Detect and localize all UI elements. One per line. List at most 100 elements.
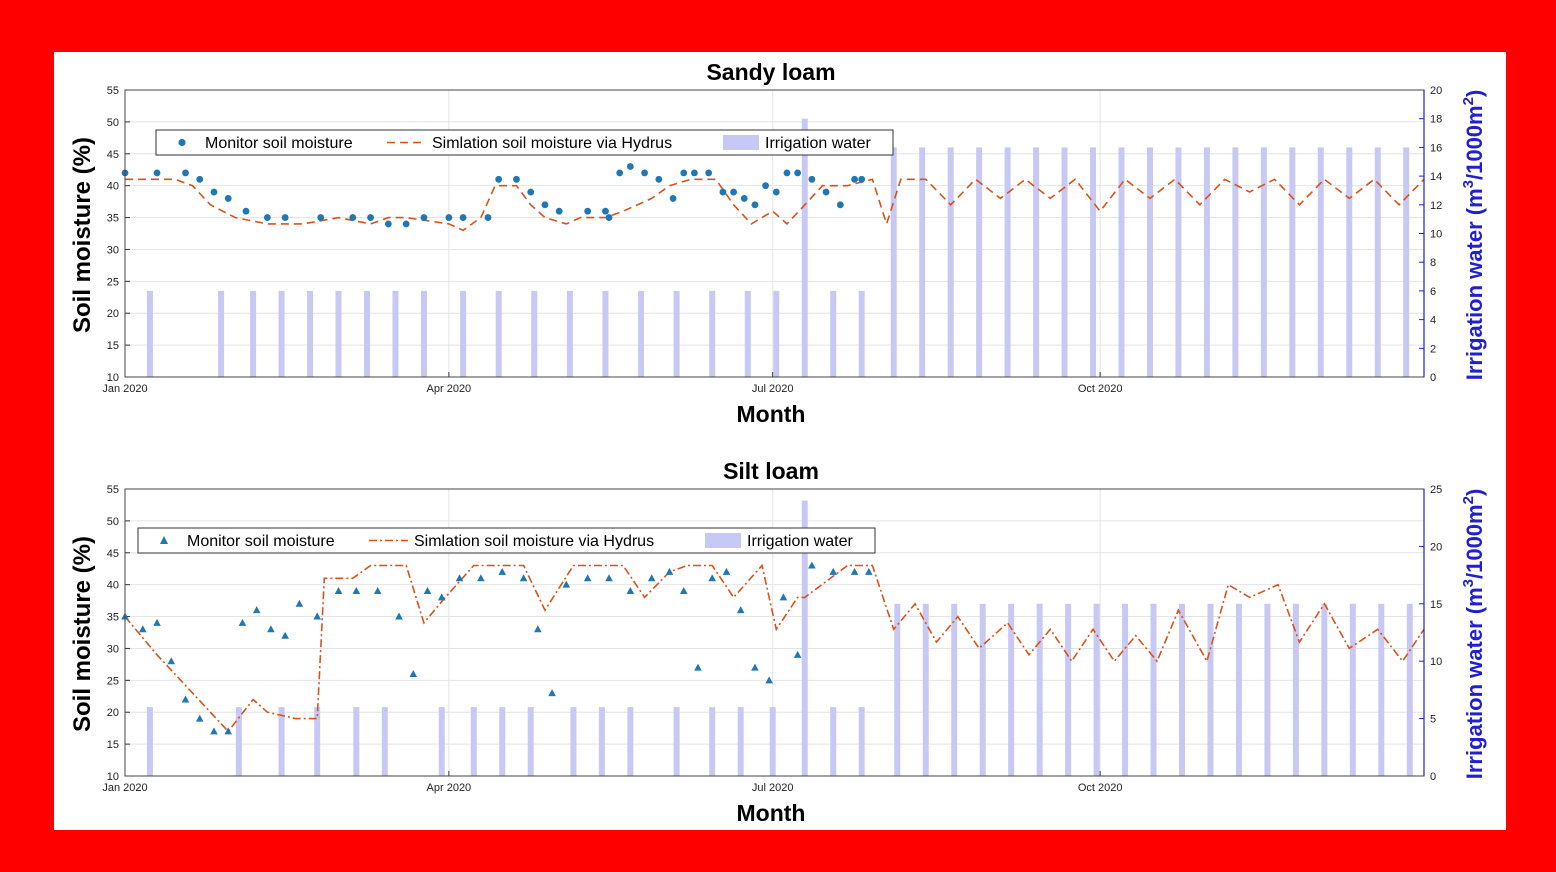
legend-monitor-marker (178, 138, 186, 147)
monitor-point (865, 567, 873, 575)
monitor-point (498, 567, 507, 575)
y2-label-mid: /1000m (1462, 504, 1487, 579)
y-tick-label: 55 (107, 484, 119, 496)
y2-tick-label: 15 (1430, 599, 1442, 611)
irrigation-bar (830, 290, 837, 377)
monitor-point (669, 195, 677, 202)
y-tick-label: 50 (107, 117, 119, 129)
monitor-point (736, 606, 745, 614)
monitor-point (384, 220, 392, 228)
irrigation-bar (278, 707, 285, 776)
monitor-point (851, 175, 858, 183)
monitor-point (858, 175, 866, 183)
y-tick-label: 55 (107, 85, 119, 97)
irrigation-bar (1175, 147, 1182, 377)
irrigation-bar (598, 707, 605, 776)
monitor-point (584, 207, 592, 215)
monitor-point (793, 650, 802, 658)
monitor-point (555, 207, 563, 215)
irrigation-bar (1146, 147, 1153, 377)
monitor-point (765, 676, 773, 684)
monitor-point (459, 214, 467, 221)
monitor-point (534, 625, 542, 633)
x-tick-label: Jan 2020 (102, 782, 147, 794)
monitor-point (263, 214, 271, 221)
irrigation-bar (1033, 147, 1040, 377)
irrigation-bar (1008, 603, 1015, 776)
monitor-point (409, 669, 418, 677)
irrigation-bar (146, 707, 153, 776)
irrigation-bar (1090, 147, 1097, 377)
monitor-point (602, 207, 609, 215)
y-tick-label: 40 (107, 580, 119, 592)
y-tick-label: 10 (107, 372, 119, 384)
monitor-point (751, 663, 759, 671)
irrigation-bar (146, 290, 153, 377)
irrigation-bar (1378, 603, 1385, 776)
monitor-point (708, 574, 717, 582)
figure-svg: Sandy loam Month Soil moisture (%) Irrig… (69, 59, 1487, 826)
monitor-point (655, 175, 663, 183)
y2-tick-label: 5 (1430, 714, 1436, 726)
y-tick-label: 20 (107, 308, 119, 320)
monitor-point (850, 567, 859, 575)
monitor-point (477, 574, 485, 582)
y-tick-label: 45 (107, 548, 119, 560)
monitor-point (808, 561, 816, 569)
y2-tick-label: 14 (1430, 171, 1442, 183)
y-tick-label: 35 (107, 213, 119, 225)
monitor-point (181, 695, 190, 703)
irrigation-bar (495, 290, 502, 377)
simulation-line (125, 178, 1425, 232)
y2-tick-label: 10 (1430, 229, 1442, 241)
monitor-point (238, 618, 247, 626)
irrigation-bar (566, 290, 573, 377)
irrigation-bar (638, 290, 645, 377)
monitor-point (224, 195, 232, 202)
chart-sandy-loam: Sandy loam Month Soil moisture (%) Irrig… (69, 59, 1487, 427)
monitor-point (679, 587, 688, 595)
irrigation-bar (1232, 147, 1239, 377)
monitor-point (138, 625, 147, 633)
irrigation-bar (922, 603, 929, 776)
monitor-point (182, 169, 189, 177)
irrigation-bar (470, 707, 477, 776)
irrigation-bar (1036, 603, 1043, 776)
legend-monitor-label: Monitor soil moisture (187, 533, 335, 550)
irrigation-bar (364, 290, 371, 377)
y2-label-mid: /1000m (1462, 105, 1487, 180)
irrigation-bar (1346, 147, 1353, 377)
irrigation-bar (801, 118, 808, 377)
monitor-point (626, 587, 635, 595)
legend-monitor-label: Monitor soil moisture (205, 135, 353, 152)
y-tick-label: 30 (107, 643, 119, 655)
monitor-point (317, 214, 325, 221)
irrigation-bar (744, 290, 751, 377)
irrigation-bar (709, 707, 716, 776)
x-tick-label: Oct 2020 (1078, 782, 1123, 794)
monitor-point (665, 567, 674, 575)
monitor-point (808, 175, 816, 183)
monitor-point (548, 689, 556, 697)
irrigation-bar (1321, 603, 1328, 776)
monitor-point (562, 580, 571, 588)
monitor-point (751, 201, 759, 209)
monitor-point (395, 612, 403, 620)
y-axis-label: Soil moisture (%) (69, 137, 96, 333)
x-tick-label: Oct 2020 (1078, 383, 1123, 395)
irrigation-bar (976, 147, 983, 377)
irrigation-bar (314, 707, 321, 776)
irrigation-bar (858, 707, 865, 776)
irrigation-bar (830, 707, 837, 776)
irrigation-bar (1093, 603, 1100, 776)
monitor-point (794, 169, 802, 177)
monitor-point (153, 618, 161, 626)
y-tick-label: 45 (107, 149, 119, 161)
irrigation-bar (1118, 147, 1125, 377)
monitor-point (242, 207, 250, 215)
irrigation-bar (1203, 147, 1210, 377)
monitor-point (484, 214, 492, 221)
monitor-point (583, 574, 592, 582)
y2-label-sup2: 2 (1460, 97, 1477, 105)
monitor-point (252, 606, 261, 614)
